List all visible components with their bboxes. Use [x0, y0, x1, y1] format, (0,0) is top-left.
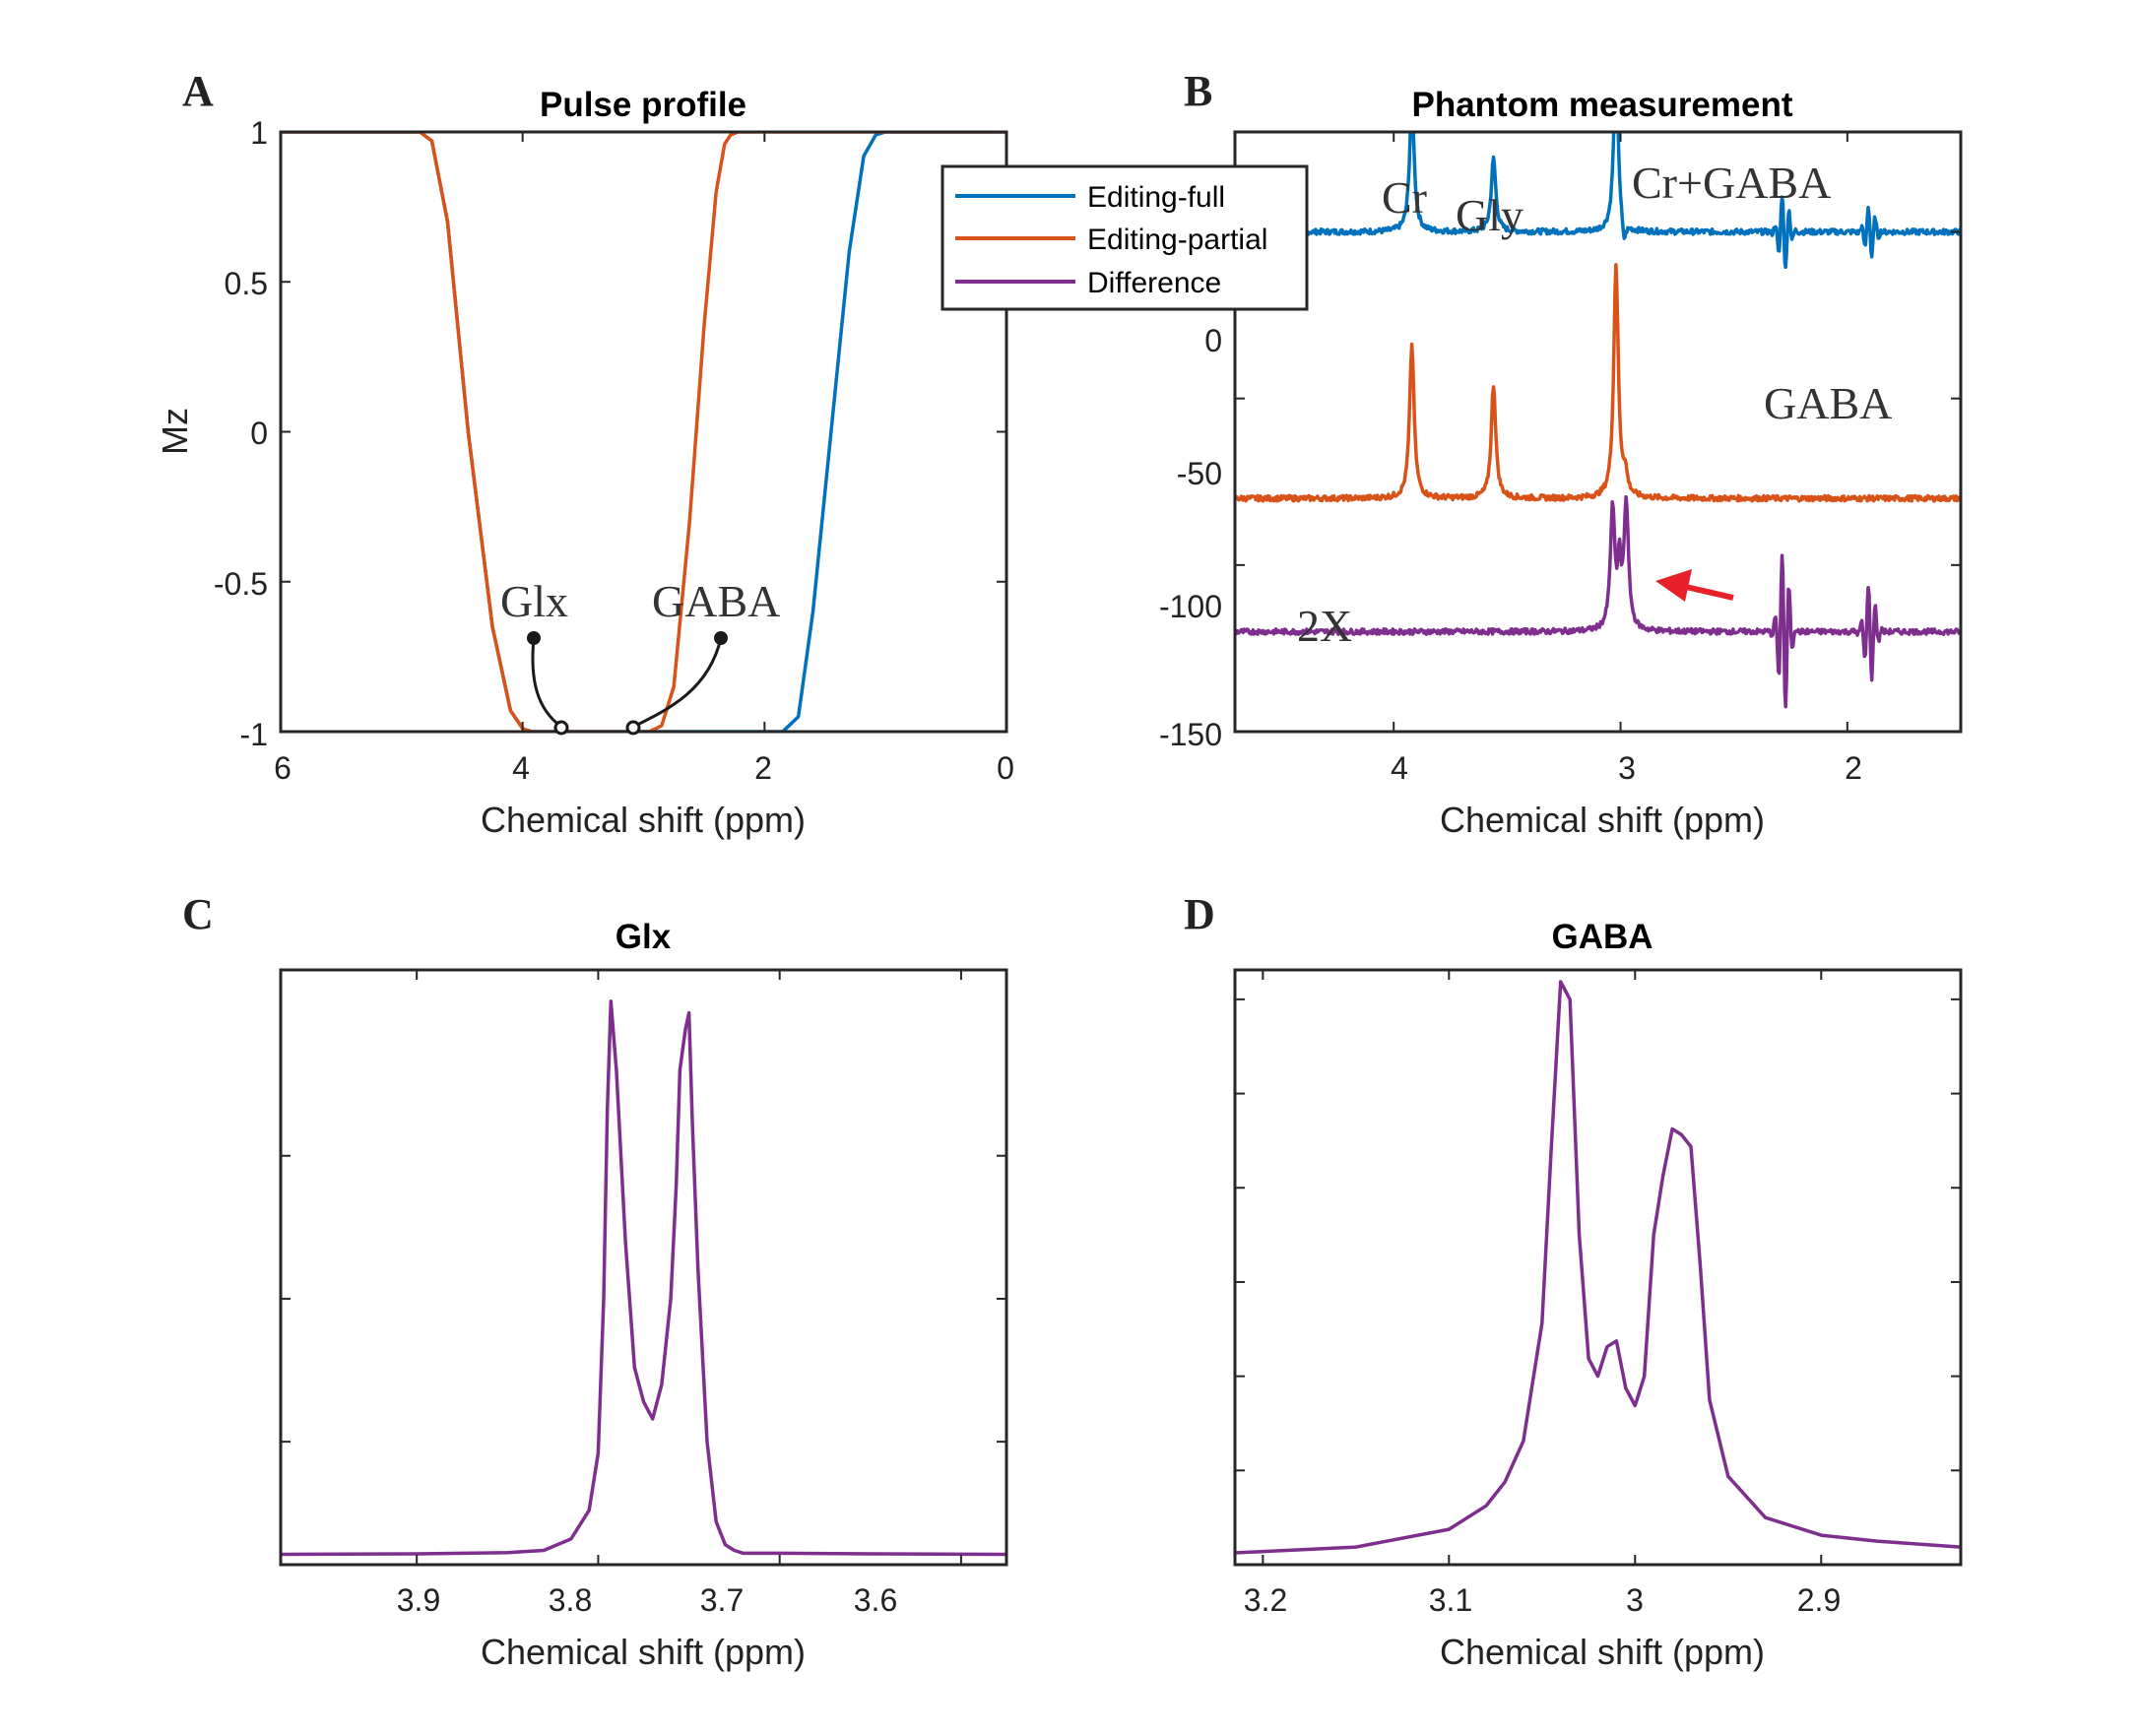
series-line-editing-partial [1235, 263, 1961, 503]
panel-a-xtick-label: 6 [274, 750, 292, 786]
panel-d-axes-box [1233, 968, 1963, 1567]
panel-c-xtick-label: 3.6 [854, 1582, 897, 1618]
panel-d-title: GABA [1551, 918, 1653, 956]
series-line-difference [1235, 494, 1961, 709]
glx-annotation-marker [553, 720, 569, 736]
panel-a-title: Pulse profile [540, 86, 746, 124]
red-arrow-shaft [1685, 584, 1734, 601]
panel-c-xtick-label: 3.8 [549, 1582, 592, 1618]
gaba-annotation-marker [625, 720, 641, 736]
panel-b-xtick-label: 2 [1845, 750, 1862, 786]
panel-b-xlabel: Chemical shift (ppm) [1440, 800, 1765, 840]
panel-a: A Pulse profile 6 4 2 0 1 0.5 0 -0.5 -1 … [155, 67, 1014, 840]
series-line-editing-partial [281, 132, 1006, 732]
panel-a-ytick-label: -1 [240, 717, 268, 752]
panel-b-gaba-label: GABA [1764, 378, 1892, 428]
panel-a-ytick-label: 0 [250, 416, 268, 451]
panel-a-ticks [280, 131, 1007, 733]
panel-a-xlabel: Chemical shift (ppm) [481, 800, 806, 840]
panel-b-cr-label: Cr [1382, 172, 1427, 223]
panel-letter-d: D [1184, 890, 1215, 938]
panel-d-xtick-label: 2.9 [1797, 1582, 1841, 1618]
panel-b-2x-label: 2X [1297, 601, 1352, 651]
panel-b-ytick-label: -150 [1159, 717, 1222, 752]
gaba-annotation-dot [714, 631, 728, 645]
panel-letter-a: A [182, 67, 214, 115]
panel-b-xtick-label: 3 [1618, 750, 1636, 786]
panel-c-axes-box [279, 968, 1008, 1567]
panel-b-ytick-label: 0 [1204, 323, 1222, 358]
panel-b-series [1235, 132, 1961, 709]
panel-d-xlabel: Chemical shift (ppm) [1440, 1632, 1765, 1672]
panel-d-ticks [1235, 970, 1961, 1565]
panel-letter-c: C [182, 890, 214, 938]
panel-c-ticks [281, 970, 1006, 1565]
legend-label-difference: Difference [1087, 267, 1221, 299]
panel-a-series [281, 132, 1006, 732]
panel-b-title: Phantom measurement [1411, 86, 1792, 124]
panel-b: B Phantom measurement 4 3 2 0 -50 -100 -… [940, 67, 1963, 840]
glx-annotation-dot [527, 631, 541, 645]
panel-d-series [1235, 980, 1961, 1555]
panel-b-ytick-label: -50 [1177, 456, 1222, 491]
panel-d-xtick-label: 3.2 [1244, 1582, 1287, 1618]
panel-a-gaba-label: GABA [652, 576, 780, 626]
panel-a-axes-box [279, 130, 1008, 734]
series-line-editing-full [1235, 132, 1961, 270]
panel-b-cr-gaba-label: Cr+GABA [1632, 158, 1831, 208]
panel-a-ytick-label: 0.5 [225, 266, 268, 301]
panel-b-ytick-label: -100 [1159, 589, 1222, 624]
panel-d-xtick-label: 3.1 [1429, 1582, 1472, 1618]
gaba-annotation-connector [632, 637, 723, 729]
panel-a-xtick-label: 2 [754, 750, 772, 786]
panel-c-series [281, 999, 1006, 1557]
legend-label-editing-full: Editing-full [1087, 181, 1225, 214]
panel-a-glx-label: Glx [500, 576, 568, 626]
series-line-difference [281, 999, 1006, 1557]
panel-c-xtick-label: 3.7 [700, 1582, 744, 1618]
panel-b-gly-label: Gly [1456, 190, 1523, 240]
panel-c-xtick-label: 3.9 [397, 1582, 440, 1618]
series-line-editing-full [281, 132, 1006, 732]
legend-label-editing-partial: Editing-partial [1087, 224, 1267, 256]
panel-a-ylabel: Mz [155, 408, 195, 455]
glx-annotation-connector [531, 637, 562, 729]
panel-d: D GABA 3.2 3.1 3 2.9 Chemical shift (ppm… [1184, 890, 1963, 1672]
panel-b-xtick-label: 4 [1391, 750, 1408, 786]
panel-d-xtick-label: 3 [1626, 1582, 1644, 1618]
panel-b-axes-box [1233, 130, 1963, 734]
panel-letter-b: B [1184, 67, 1212, 115]
panel-c: C Glx 3.9 3.8 3.7 3.6 Chemical shift (pp… [182, 890, 1008, 1672]
panel-c-xlabel: Chemical shift (ppm) [481, 1632, 806, 1672]
panel-a-xtick-label: 0 [997, 750, 1014, 786]
panel-a-ytick-label: 1 [250, 115, 268, 151]
panel-c-title: Glx [616, 918, 672, 956]
panel-a-ytick-label: -0.5 [214, 566, 268, 602]
legend: Editing-full Editing-partial Difference [940, 164, 1309, 311]
red-arrow-icon [1655, 569, 1692, 602]
series-line-difference [1235, 980, 1961, 1555]
panel-a-xtick-label: 4 [512, 750, 530, 786]
